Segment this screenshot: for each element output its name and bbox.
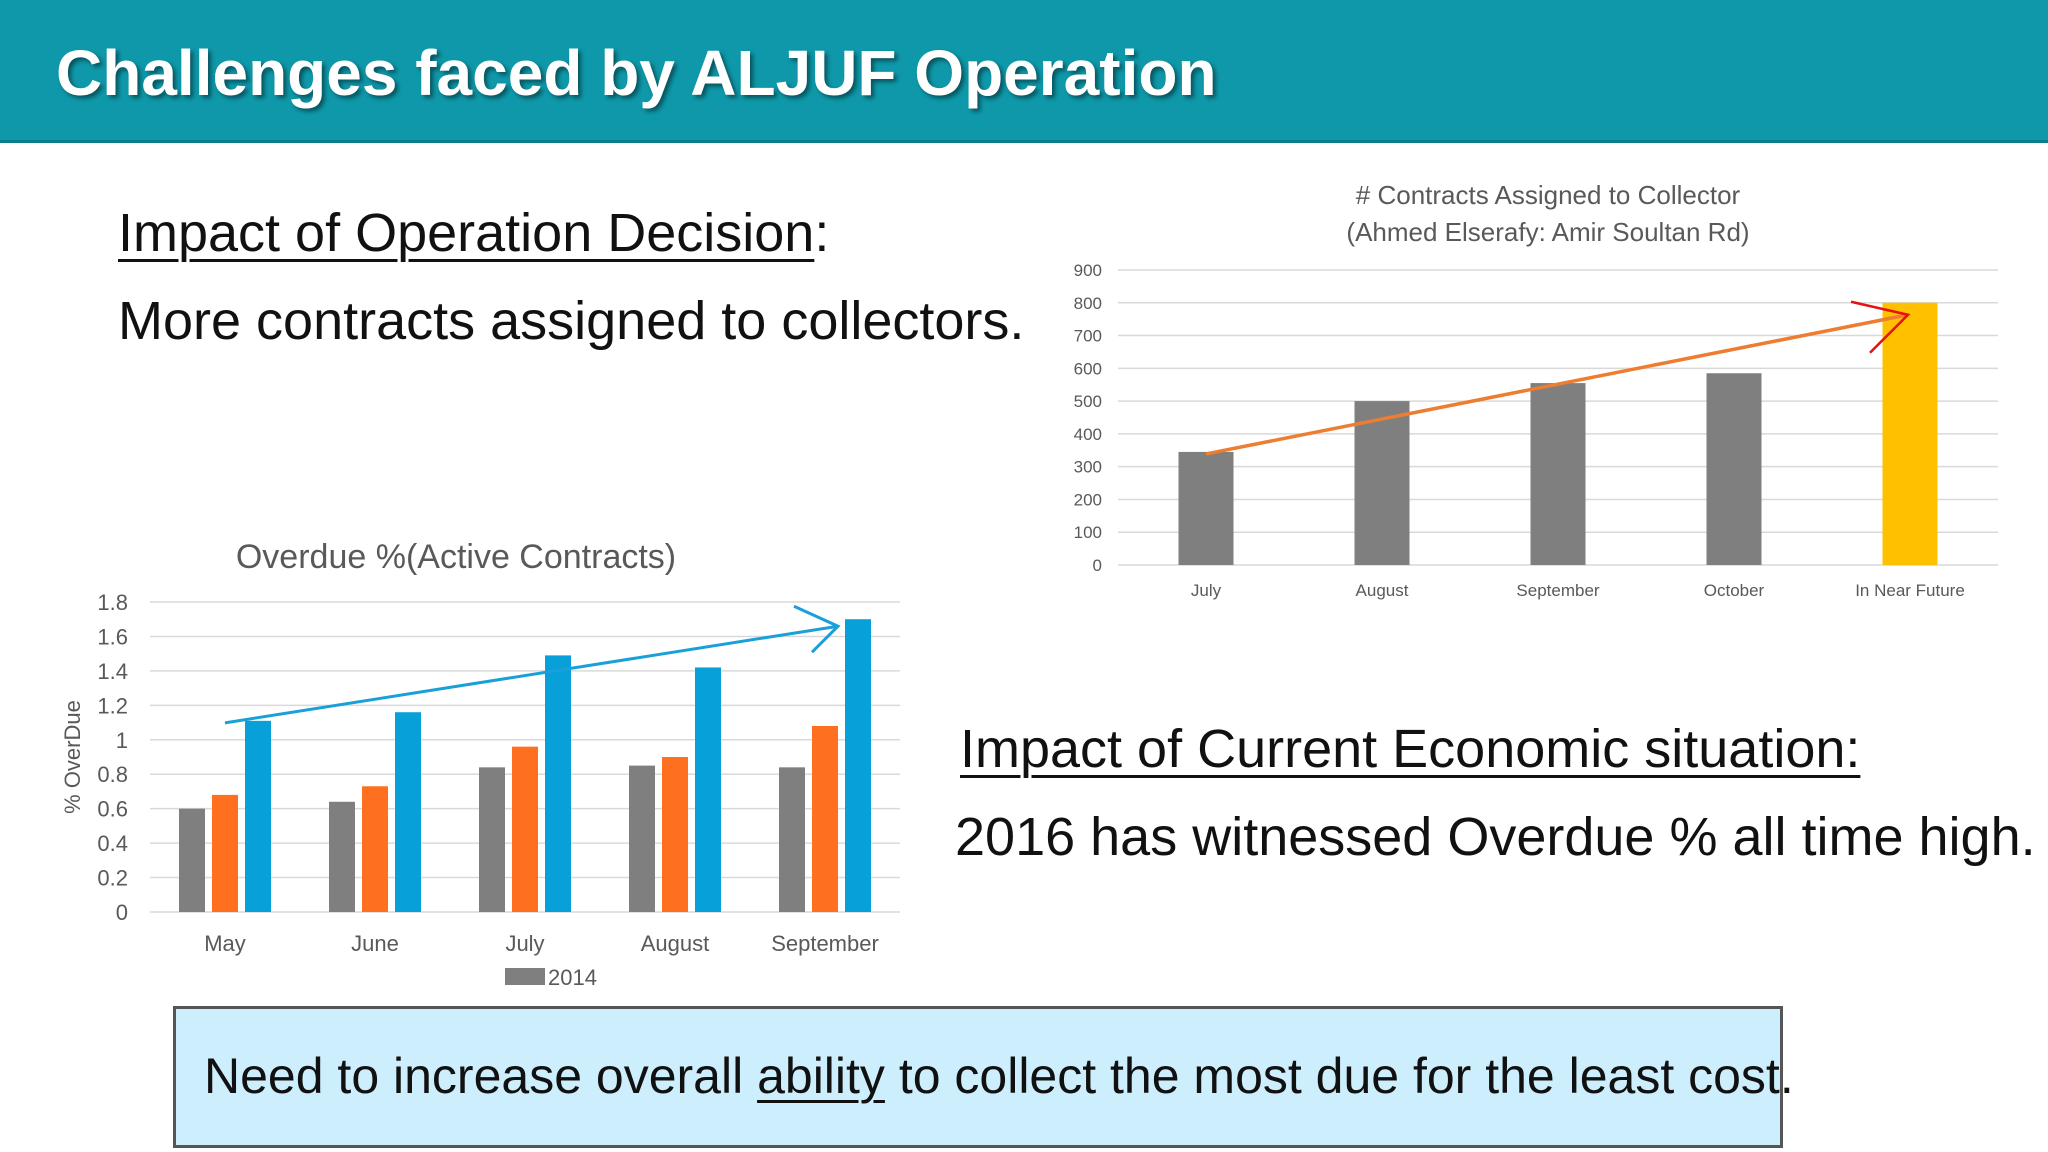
chart2-bar — [779, 767, 805, 912]
chart1-ytick-label: 900 — [1074, 261, 1102, 280]
callout-text-underlined: ability — [757, 1048, 885, 1104]
chart2-bar — [695, 667, 721, 912]
callout-text-end: to collect the most due for the least co… — [884, 1048, 1794, 1104]
chart2-bar — [512, 746, 538, 912]
chart2-ytick-label: 0.4 — [97, 831, 128, 856]
heading-operation-decision: Impact of Operation Decision: — [118, 202, 829, 264]
chart1-ytick-label: 700 — [1074, 327, 1102, 346]
chart1-ytick-label: 800 — [1074, 294, 1102, 313]
chart2-xtick-label: June — [351, 931, 399, 956]
chart2-bar — [212, 794, 238, 912]
chart1-ytick-label: 500 — [1074, 392, 1102, 411]
chart1-xtick-label: September — [1516, 581, 1599, 600]
chart2-bar — [629, 765, 655, 912]
chart2-xtick-label: August — [641, 931, 710, 956]
chart1-ytick-label: 0 — [1093, 556, 1102, 575]
chart2-xtick-label: July — [505, 931, 544, 956]
chart1-ytick-label: 300 — [1074, 458, 1102, 477]
chart1-bar — [1530, 383, 1586, 565]
chart2-xtick-label: May — [204, 931, 246, 956]
chart2-bar — [245, 720, 271, 912]
chart2-title: Overdue %(Active Contracts) — [236, 538, 676, 576]
heading-operation-decision-text: Impact of Operation Decision — [118, 203, 815, 263]
chart2-bar — [329, 801, 355, 912]
chart2-ytick-label: 1.6 — [97, 624, 128, 649]
chart1-ytick-label: 600 — [1074, 359, 1102, 378]
chart2-trend-arrowhead — [793, 604, 841, 654]
heading-economic-situation: Impact of Current Economic situation: — [960, 719, 1861, 779]
economic-situation-text: 2016 has witnessed Overdue % all time hi… — [955, 807, 2036, 867]
chart2-ytick-label: 1.2 — [97, 693, 128, 718]
chart1-xtick-label: October — [1704, 581, 1765, 600]
chart1-bar — [1882, 302, 1938, 565]
chart1-ytick-label: 400 — [1074, 425, 1102, 444]
callout-text-start: Need to increase overall — [204, 1048, 758, 1104]
chart2-legend-swatch — [505, 968, 545, 985]
chart1-xtick-label: In Near Future — [1855, 581, 1965, 600]
chart2-bar — [545, 655, 571, 912]
chart2-xtick-label: September — [771, 931, 879, 956]
chart1-bar — [1354, 401, 1410, 565]
callout-text: Need to increase overall ability to coll… — [204, 1047, 1794, 1105]
chart2-ytick-label: 0.2 — [97, 866, 128, 891]
chart1-subtitle: (Ahmed Elserafy: Amir Soultan Rd) — [1346, 217, 1749, 247]
chart2-bar — [395, 712, 421, 912]
chart2-ytick-label: 1.4 — [97, 659, 128, 684]
chart2-ytick-label: 0 — [116, 900, 128, 925]
chart1-trend-arrow — [1205, 313, 1909, 456]
chart2-bar — [812, 726, 838, 912]
callout-box: Need to increase overall ability to coll… — [173, 1006, 1794, 1148]
chart1-xtick-label: July — [1191, 581, 1222, 600]
title-bar: Challenges faced by ALJUF Operation — [0, 0, 2048, 143]
chart2-ytick-label: 1.8 — [97, 590, 128, 615]
chart1-ytick-label: 100 — [1074, 523, 1102, 542]
chart1-trend-arrowhead — [1850, 300, 1911, 354]
chart2-bar — [179, 808, 205, 912]
chart2-trend-arrow — [224, 624, 839, 725]
chart1-bar — [1706, 373, 1762, 565]
chart2-bar — [845, 619, 871, 912]
chart1-ytick-label: 200 — [1074, 490, 1102, 509]
chart2-bar — [479, 767, 505, 912]
chart2-bar — [362, 786, 388, 912]
chart2-ytick-label: 1 — [116, 728, 128, 753]
chart2-ytick-label: 0.6 — [97, 797, 128, 822]
chart1-bar — [1178, 451, 1234, 565]
chart2-ytick-label: 0.8 — [97, 762, 128, 787]
chart1-title: # Contracts Assigned to Collector — [1356, 180, 1741, 210]
slide-title: Challenges faced by ALJUF Operation — [56, 37, 1217, 109]
chart1-xtick-label: August — [1356, 581, 1409, 600]
chart2-legend-label: 2014 — [548, 965, 597, 990]
chart2-ylabel: % OverDue — [60, 700, 85, 814]
heading-colon: : — [814, 203, 830, 263]
operation-decision-text: More contracts assigned to collectors. — [118, 291, 1025, 351]
chart2-bar — [662, 757, 688, 912]
